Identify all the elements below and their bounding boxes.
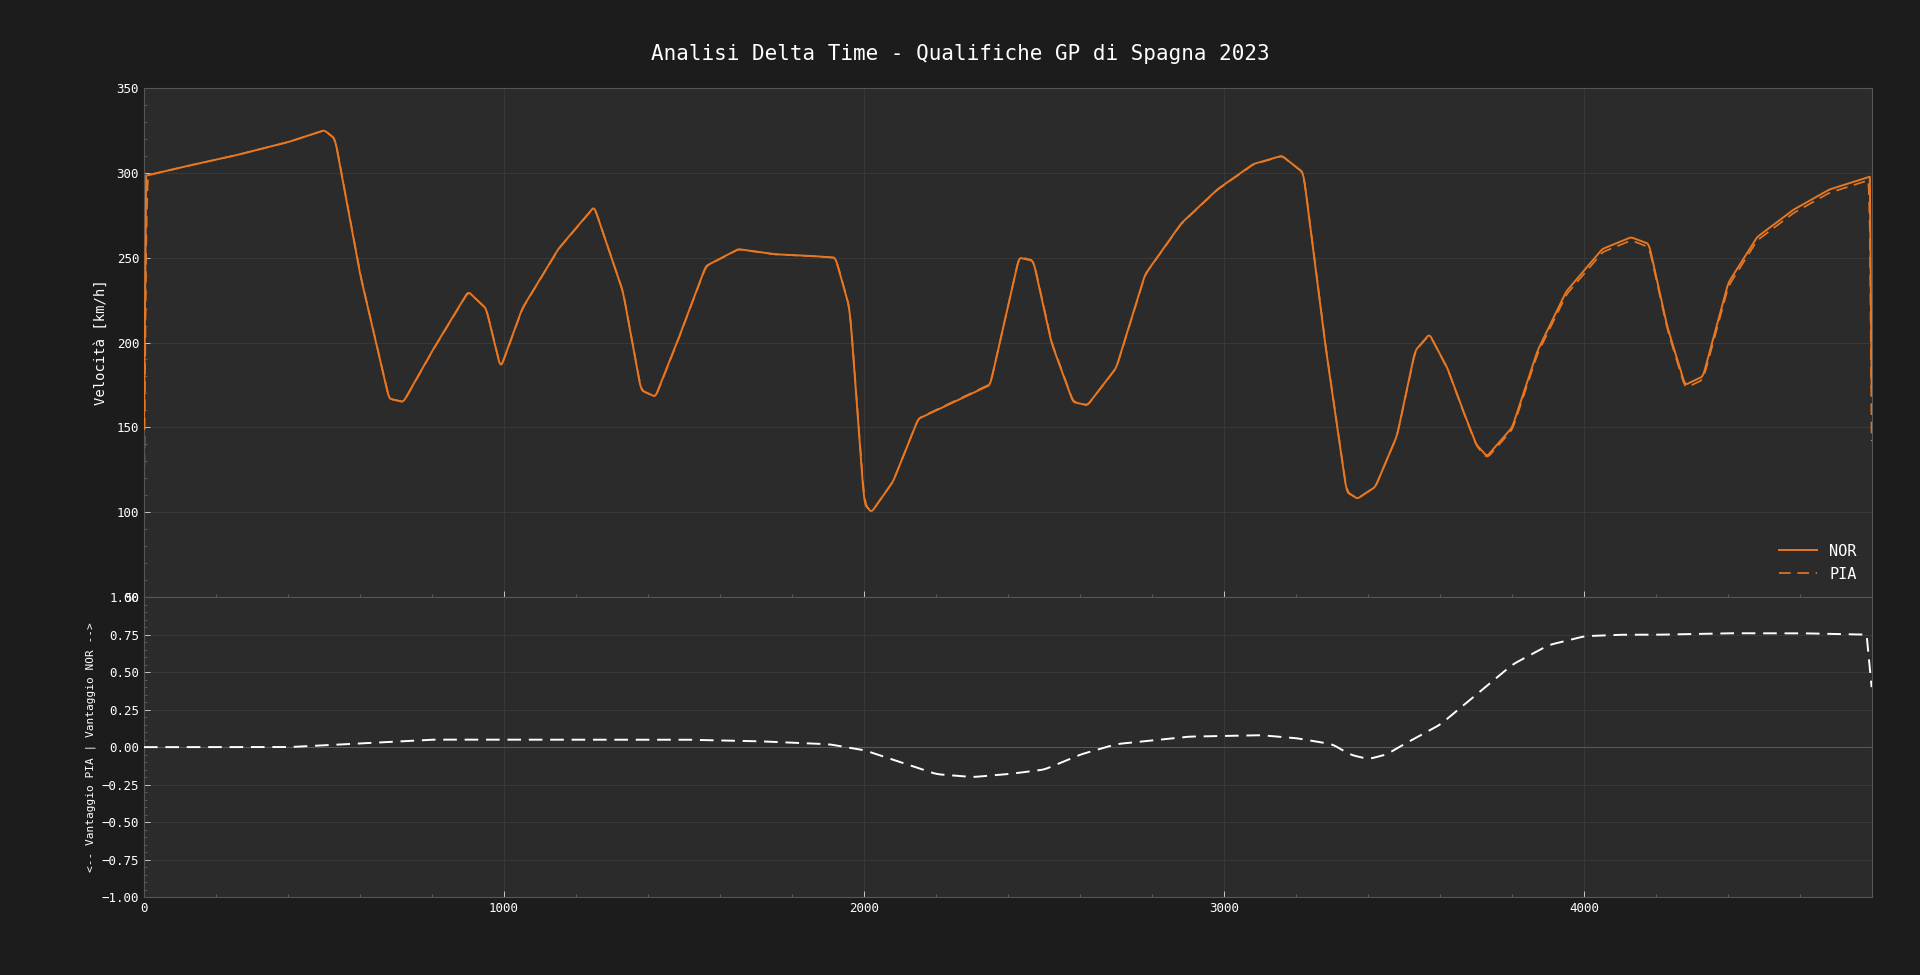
NOR bbox=[1860, 381, 1884, 393]
NOR bbox=[192, 156, 215, 168]
PIA bbox=[1140, 260, 1164, 272]
Line: NOR: NOR bbox=[144, 131, 1872, 511]
Y-axis label: <-- Vantaggio PIA | Vantaggio NOR -->: <-- Vantaggio PIA | Vantaggio NOR --> bbox=[86, 622, 96, 872]
NOR bbox=[945, 395, 968, 407]
NOR bbox=[1187, 202, 1210, 214]
PIA bbox=[860, 504, 883, 516]
NOR bbox=[311, 125, 334, 136]
NOR bbox=[132, 423, 156, 435]
Y-axis label: Velocità [km/h]: Velocità [km/h] bbox=[94, 280, 108, 406]
NOR bbox=[797, 250, 820, 261]
PIA bbox=[797, 250, 820, 261]
Text: Analisi Delta Time - Qualifiche GP di Spagna 2023: Analisi Delta Time - Qualifiche GP di Sp… bbox=[651, 44, 1269, 64]
PIA bbox=[1187, 202, 1210, 214]
PIA bbox=[1860, 435, 1884, 447]
NOR bbox=[1140, 259, 1164, 271]
Line: PIA: PIA bbox=[144, 131, 1872, 510]
PIA bbox=[945, 394, 968, 406]
NOR bbox=[1452, 403, 1475, 414]
Legend: NOR, PIA: NOR, PIA bbox=[1772, 536, 1864, 590]
PIA bbox=[311, 125, 334, 136]
PIA bbox=[132, 497, 156, 509]
PIA bbox=[1452, 404, 1475, 415]
NOR bbox=[860, 505, 883, 517]
PIA bbox=[192, 157, 215, 169]
